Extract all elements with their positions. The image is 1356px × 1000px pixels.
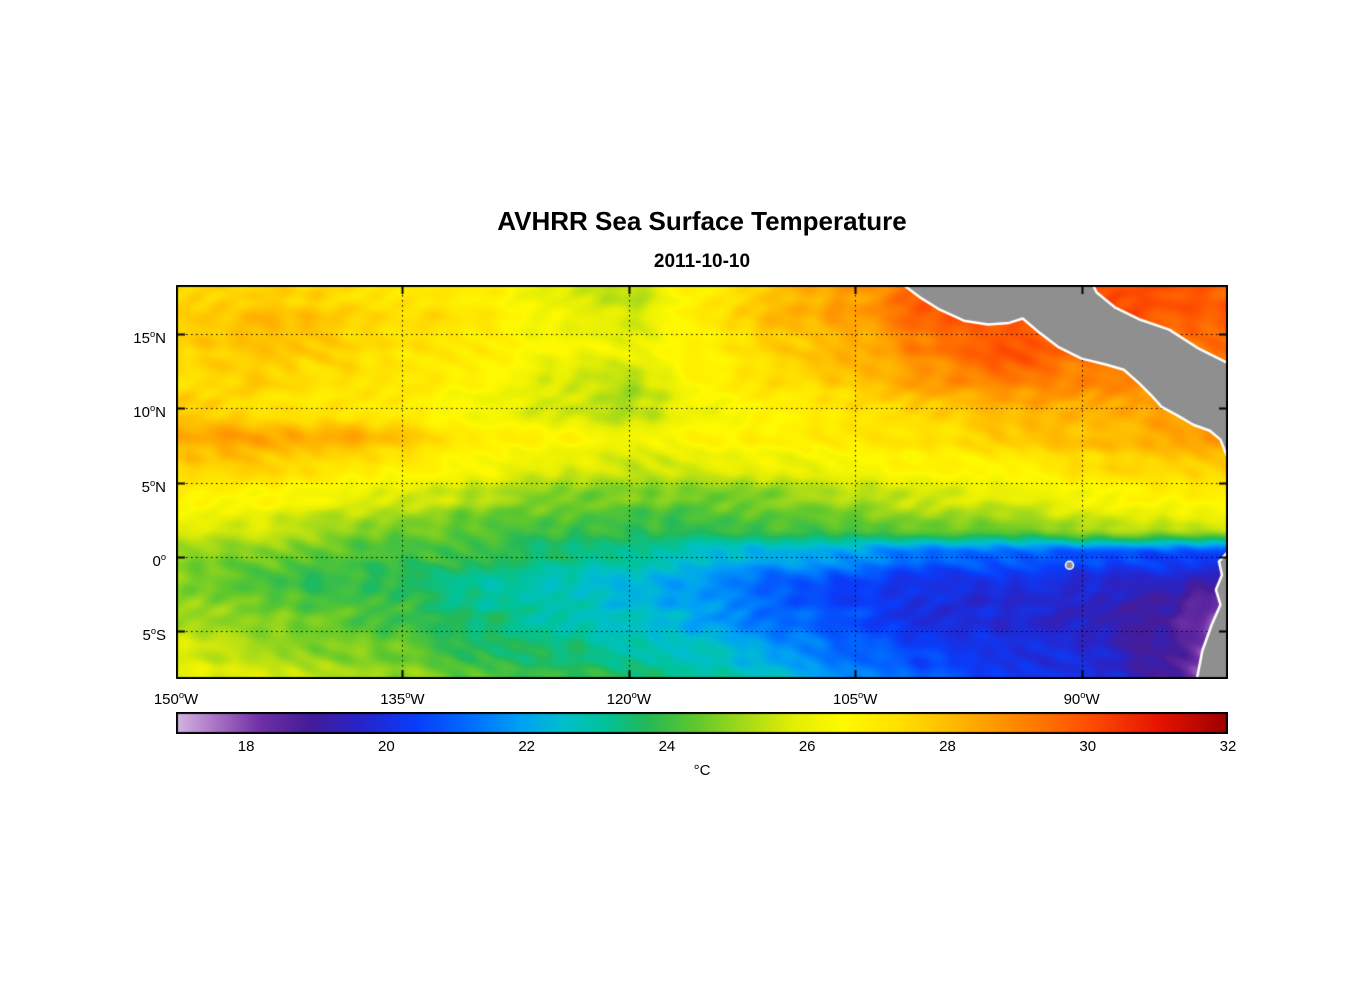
y-tick-label: 5oS	[142, 626, 166, 645]
x-tick-label: 105oW	[833, 690, 878, 708]
colorbar-tick-label: 20	[378, 738, 395, 755]
x-tick-label: 120oW	[606, 690, 651, 708]
y-tick-label: 15oN	[133, 329, 166, 348]
sst-map-canvas	[176, 285, 1228, 679]
colorbar-tick-label: 24	[658, 738, 676, 755]
y-tick-label: 0o	[152, 552, 166, 571]
colorbar-tick-label: 26	[798, 738, 816, 755]
x-tick-label: 135oW	[380, 690, 425, 708]
y-tick-label: 5oN	[141, 477, 166, 496]
figure-subtitle: 2011-10-10	[653, 251, 751, 272]
colorbar-tick-label: 18	[237, 738, 255, 755]
colorbar-canvas	[176, 712, 1228, 734]
x-tick-label: 90oW	[1063, 690, 1100, 708]
figure-title: AVHRR Sea Surface Temperature	[497, 206, 907, 236]
y-tick-label: 10oN	[133, 403, 166, 422]
colorbar-unit-label: °C	[693, 762, 711, 779]
colorbar-tick-label: 22	[518, 738, 535, 755]
colorbar-tick-label: 30	[1079, 738, 1097, 755]
colorbar-tick-label: 32	[1219, 738, 1237, 755]
x-tick-label: 150oW	[153, 690, 199, 708]
colorbar-tick-label: 28	[939, 738, 956, 755]
